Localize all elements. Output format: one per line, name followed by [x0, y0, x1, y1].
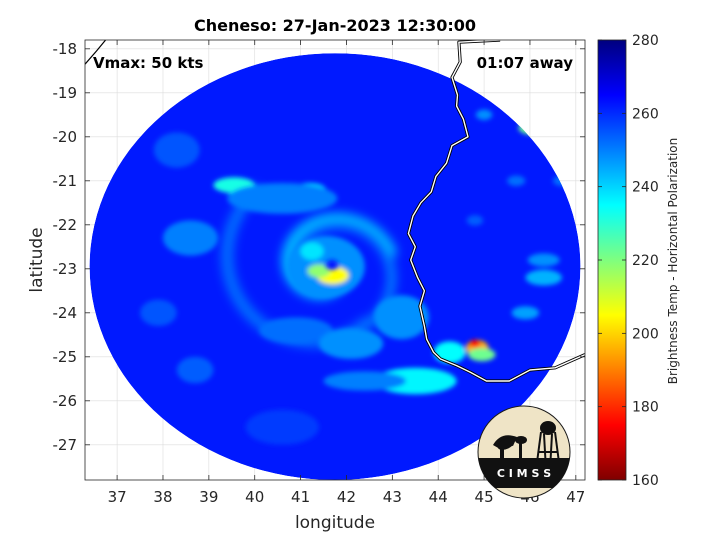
- x-tick-label: 45: [475, 488, 494, 506]
- x-tick-label: 38: [153, 488, 172, 506]
- brightness-feature: [527, 253, 560, 267]
- vmax-label: Vmax: 50 kts: [93, 54, 203, 72]
- x-tick-label: 42: [337, 488, 356, 506]
- africa-coastline: [85, 40, 107, 65]
- brightness-feature: [162, 220, 219, 256]
- y-tick-label: -18: [53, 40, 78, 58]
- y-tick-label: -27: [53, 436, 78, 454]
- brightness-feature: [307, 264, 331, 278]
- brightness-feature: [466, 215, 484, 226]
- y-tick-label: -23: [53, 260, 78, 278]
- colorbar-tick-label: 160: [632, 473, 659, 489]
- y-tick-label: -24: [53, 304, 78, 322]
- brightness-feature: [245, 409, 319, 445]
- brightness-feature: [153, 132, 200, 168]
- y-axis-label: latitude: [27, 227, 47, 292]
- madagascar-coastline: [407, 40, 585, 382]
- y-tick-label: -21: [53, 172, 78, 190]
- x-tick-label: 47: [566, 488, 585, 506]
- colorbar-label: Brightness Temp - Horizontal Polarizatio…: [666, 138, 680, 385]
- x-axis-label: longitude: [295, 513, 375, 533]
- brightness-feature: [300, 242, 324, 260]
- colorbar-tick-label: 240: [632, 180, 659, 196]
- colorbar-tick-label: 220: [632, 253, 659, 269]
- y-ticks: -18 -19 -20 -21 -22 -23 -24 -25 -26 -27: [53, 40, 585, 454]
- x-tick-label: 43: [383, 488, 402, 506]
- x-tick-label: 39: [199, 488, 218, 506]
- brightness-feature: [373, 295, 430, 340]
- x-tick-label: 37: [108, 488, 127, 506]
- y-tick-label: -20: [53, 128, 78, 146]
- x-tick-label: 44: [429, 488, 448, 506]
- brightness-feature: [469, 339, 481, 348]
- brightness-feature: [525, 269, 563, 286]
- cimss-logo: C I M S S: [477, 405, 571, 499]
- y-tick-label: -22: [53, 216, 78, 234]
- y-tick-label: -26: [53, 392, 78, 410]
- brightness-feature: [323, 371, 407, 391]
- brightness-feature: [140, 299, 177, 326]
- water-tower-icon: [535, 421, 561, 471]
- colorbar-tick-label: 280: [632, 33, 659, 49]
- brightness-feature: [507, 175, 526, 187]
- brightness-feature: [318, 328, 384, 359]
- y-tick-label: -25: [53, 348, 78, 366]
- colorbar-ticks: 160 180 200 220 240 260 280: [598, 33, 659, 489]
- colorbar: 160 180 200 220 240 260 280 Brightness Temp - …: [597, 33, 680, 489]
- colorbar-tick-label: 200: [632, 326, 659, 342]
- chart-title: Cheneso: 27-Jan-2023 12:30:00: [194, 16, 476, 35]
- time-offset-label: 01:07 away: [477, 54, 574, 72]
- coastline: [85, 40, 585, 383]
- colorbar-ramp: [597, 39, 627, 481]
- microwave-swath: [89, 53, 581, 480]
- map-axes: 3738394041424344454647 -18-19-20-21-22-2…: [27, 39, 586, 533]
- brightness-feature: [475, 109, 493, 121]
- x-tick-label: 41: [291, 488, 310, 506]
- brightness-feature: [511, 306, 540, 320]
- y-tick-label: -19: [53, 84, 78, 102]
- brightness-features: [140, 109, 572, 445]
- colorbar-tick-label: 180: [632, 400, 659, 416]
- cimss-logo-text: C I M S S: [497, 467, 551, 480]
- brightness-feature: [468, 348, 496, 362]
- x-ticks: 3738394041424344454647: [108, 40, 585, 506]
- brightness-feature: [227, 183, 338, 214]
- x-tick-label: 40: [245, 488, 264, 506]
- brightness-feature: [259, 317, 333, 344]
- brightness-feature: [433, 341, 466, 364]
- storm-eye: [326, 259, 339, 270]
- colorbar-tick-label: 260: [632, 106, 659, 122]
- brightness-feature: [176, 356, 214, 384]
- plot-frame: [84, 39, 586, 481]
